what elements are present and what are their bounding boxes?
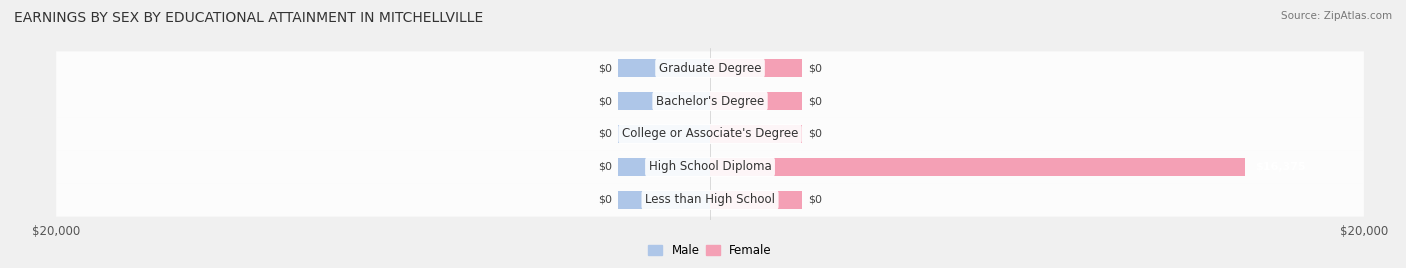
Text: $0: $0	[598, 63, 612, 73]
Text: College or Associate's Degree: College or Associate's Degree	[621, 128, 799, 140]
Text: High School Diploma: High School Diploma	[648, 161, 772, 173]
Text: $0: $0	[808, 96, 823, 106]
Bar	[710, 158, 1246, 176]
FancyBboxPatch shape	[56, 51, 1364, 85]
FancyBboxPatch shape	[56, 117, 1364, 151]
Legend: Male, Female: Male, Female	[644, 239, 776, 262]
Text: Source: ZipAtlas.com: Source: ZipAtlas.com	[1281, 11, 1392, 21]
Bar	[619, 59, 710, 77]
FancyBboxPatch shape	[56, 84, 1364, 118]
Text: $0: $0	[598, 162, 612, 172]
Text: $0: $0	[598, 96, 612, 106]
Bar	[710, 125, 801, 143]
Bar	[710, 191, 801, 209]
Bar	[619, 92, 710, 110]
Text: $16,375: $16,375	[1256, 162, 1306, 172]
Bar	[710, 92, 801, 110]
Text: Less than High School: Less than High School	[645, 193, 775, 206]
Text: $0: $0	[598, 195, 612, 205]
Text: EARNINGS BY SEX BY EDUCATIONAL ATTAINMENT IN MITCHELLVILLE: EARNINGS BY SEX BY EDUCATIONAL ATTAINMEN…	[14, 11, 484, 25]
FancyBboxPatch shape	[56, 183, 1364, 217]
FancyBboxPatch shape	[56, 150, 1364, 184]
Text: $0: $0	[598, 129, 612, 139]
Bar	[619, 125, 710, 143]
Text: $0: $0	[808, 129, 823, 139]
Text: $0: $0	[808, 63, 823, 73]
Text: $0: $0	[808, 195, 823, 205]
Text: Graduate Degree: Graduate Degree	[659, 62, 761, 75]
Text: Bachelor's Degree: Bachelor's Degree	[657, 95, 763, 107]
Bar	[710, 59, 801, 77]
Bar	[619, 191, 710, 209]
Bar	[619, 158, 710, 176]
